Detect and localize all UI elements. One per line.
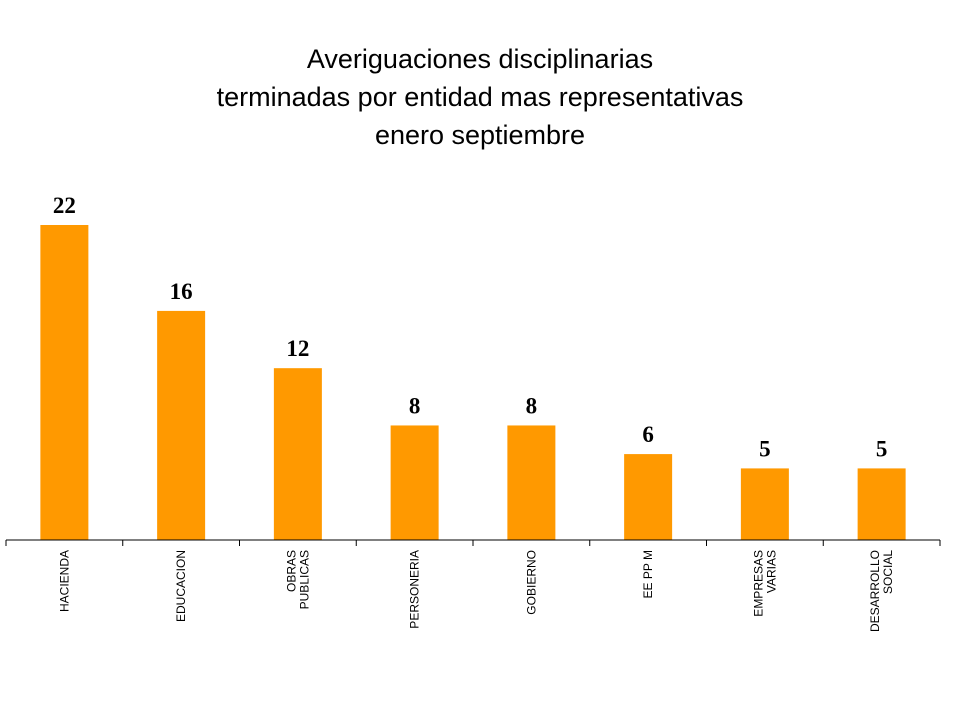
- data-label-0: 22: [53, 193, 76, 218]
- x-tick-label-6-1: VARIAS: [764, 550, 778, 593]
- bar-4: [507, 425, 556, 540]
- data-label-2: 12: [286, 336, 309, 361]
- data-label-1: 16: [170, 279, 193, 304]
- x-tick-label-7-1: SOCIAL: [881, 550, 895, 594]
- chart-title-line-3: enero septiembre: [374, 120, 586, 150]
- data-label-3: 8: [409, 393, 421, 418]
- x-tick-label-2-0: OBRAS: [284, 550, 298, 592]
- data-label-4: 8: [526, 393, 538, 418]
- data-label-6: 5: [759, 436, 771, 461]
- x-tick-label-1-0: EDUCACION: [174, 550, 188, 622]
- bar-1: [157, 310, 206, 540]
- bar-5: [624, 454, 673, 540]
- bar-6: [740, 468, 789, 540]
- x-tick-label-4-0: GOBIERNO: [524, 550, 538, 615]
- chart-title: Averiguaciones disciplinarias terminadas…: [0, 40, 960, 154]
- bar-3: [390, 425, 439, 540]
- bar-7: [857, 468, 906, 540]
- x-tick-label-3-0: PERSONERIA: [408, 550, 422, 629]
- x-tick-label-5-0: EE PP M: [641, 550, 655, 598]
- bar-2: [273, 368, 322, 540]
- chart-title-line-2: terminadas por entidad mas representativ…: [216, 82, 744, 112]
- x-tick-label-2-1: PUBLICAS: [297, 550, 311, 609]
- data-label-5: 6: [642, 422, 654, 447]
- x-tick-label-6-0: EMPRESAS: [751, 550, 765, 617]
- data-label-7: 5: [876, 436, 888, 461]
- x-tick-label-0-0: HACIENDA: [57, 550, 71, 612]
- chart-title-line-1: Averiguaciones disciplinarias: [306, 44, 654, 74]
- bar-0: [40, 225, 89, 540]
- x-tick-label-7-0: DESARROLLO: [868, 550, 882, 632]
